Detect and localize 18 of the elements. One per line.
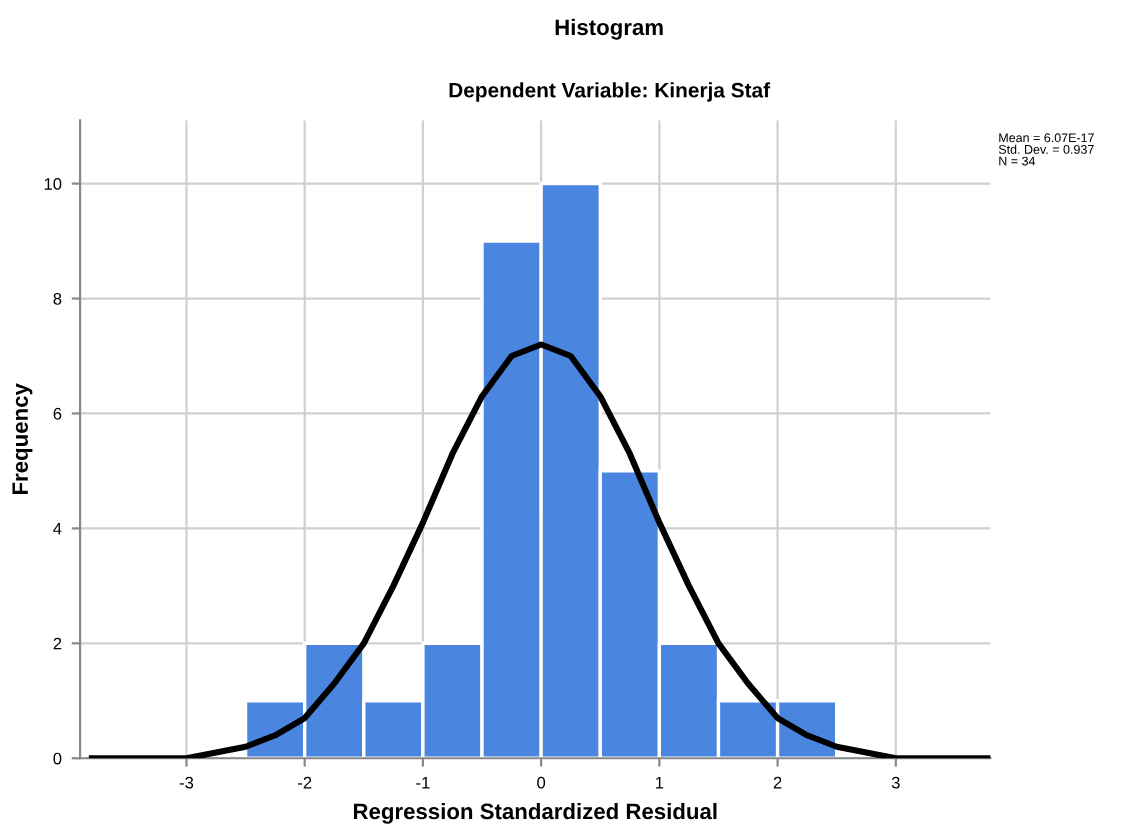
line-series — [88, 341, 991, 759]
x-tick-label: -2 — [298, 776, 312, 789]
y-tick-label: 10 — [44, 178, 62, 190]
y-tick-label: 4 — [53, 522, 62, 535]
y-tick-label: 8 — [53, 292, 62, 305]
y-tick-label: 0 — [53, 752, 62, 765]
y-axis-title: Frequency — [12, 383, 33, 495]
chart-subtitle: Dependent Variable: Kinerja Staf — [449, 82, 771, 102]
x-axis-title: Regression Standardized Residual — [353, 802, 717, 824]
chart-title: Histogram — [555, 18, 663, 40]
x-tick-label: 3 — [891, 776, 900, 789]
y-tick-label: 2 — [53, 637, 62, 650]
x-tick-label: 2 — [773, 776, 782, 789]
x-tick-label: 0 — [537, 776, 546, 789]
x-tick-label: 1 — [656, 776, 664, 789]
x-tick-label: -1 — [416, 776, 430, 789]
x-tick-label: -3 — [179, 776, 194, 789]
y-tick-label: 6 — [53, 407, 62, 420]
